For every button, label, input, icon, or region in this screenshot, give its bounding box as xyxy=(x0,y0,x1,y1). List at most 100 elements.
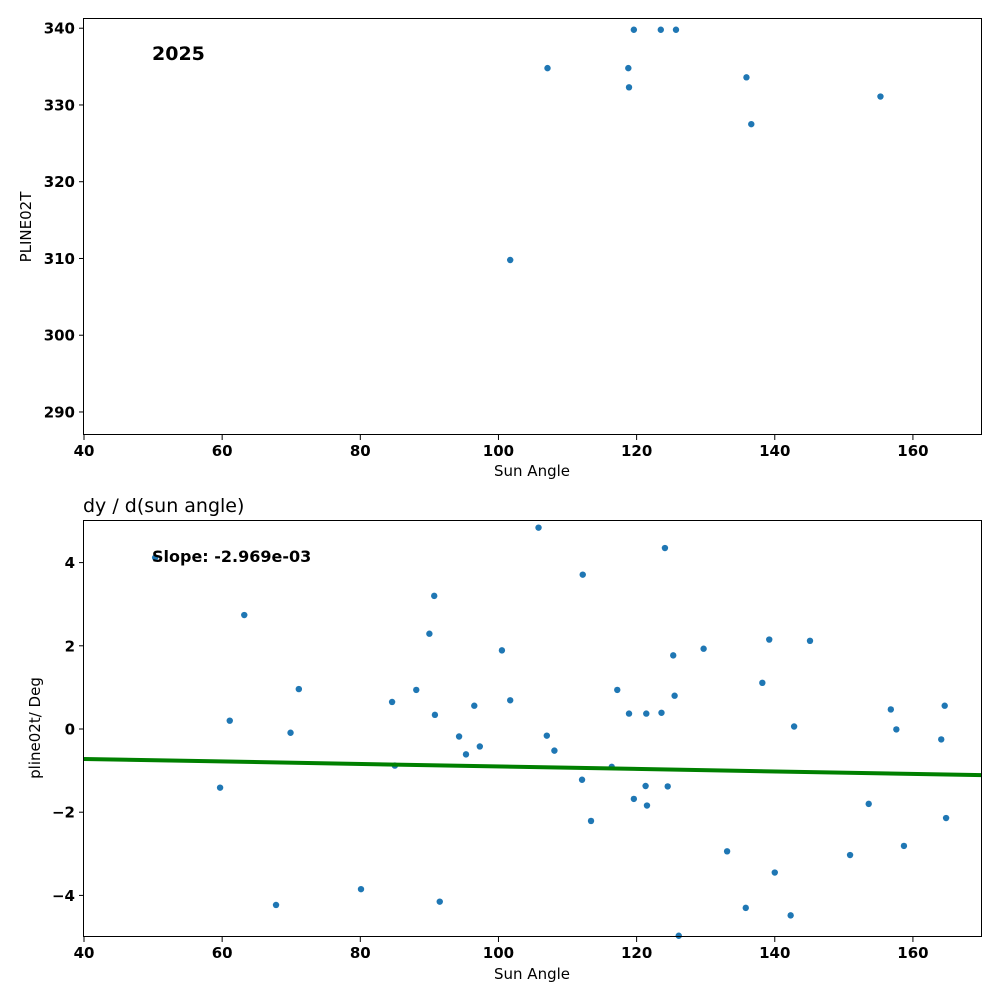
chart-1-frame xyxy=(83,18,982,435)
chart-2-point xyxy=(241,611,248,619)
chart-2-point xyxy=(865,800,872,808)
chart-1-point xyxy=(748,120,755,128)
chart-2-point xyxy=(942,814,950,822)
chart-2-y-tick-label: 2 xyxy=(65,637,75,655)
chart-2-point xyxy=(670,652,677,659)
chart-2-point xyxy=(675,932,682,939)
chart-2-point xyxy=(462,751,470,758)
chart-1-xlabel: Sun Angle xyxy=(494,462,570,480)
chart-2-point xyxy=(846,851,854,859)
chart-2-x-tick-label: 60 xyxy=(212,944,233,962)
chart-2-x-tick-label: 100 xyxy=(483,944,514,962)
chart-2-point xyxy=(938,736,945,743)
chart-2-points xyxy=(151,524,950,939)
chart-2-point xyxy=(614,686,621,694)
chart-2-point xyxy=(455,733,463,740)
chart-1-x-tick-label: 80 xyxy=(350,442,371,460)
chart-1-x-ticks: 40 60 80 100 120 140 160 xyxy=(74,435,929,460)
chart-2-title: dy / d(sun angle) xyxy=(83,495,244,517)
chart-2-point xyxy=(476,743,484,750)
chart-2-fit-line xyxy=(83,756,983,778)
chart-2-point xyxy=(625,710,633,717)
chart-1-ylabel: PLINE02T xyxy=(17,191,35,263)
chart-2-point xyxy=(766,636,773,643)
chart-2-point xyxy=(578,776,586,783)
chart-2-point xyxy=(742,904,749,912)
chart-1-point xyxy=(657,26,664,33)
chart-2: dy / d(sun angle) 40 60 80 100 120 140 160 −4−… xyxy=(26,495,983,983)
chart-1-point xyxy=(507,256,514,264)
chart-1-y-tick-label: 290 xyxy=(44,403,75,421)
chart-2-point xyxy=(507,697,514,704)
chart-2-point xyxy=(272,901,280,909)
chart-2-x-tick-label: 160 xyxy=(897,944,928,962)
chart-1-point xyxy=(672,26,680,33)
chart-1-x-tick-label: 100 xyxy=(483,442,514,460)
chart-2-point xyxy=(941,702,948,709)
chart-2-point xyxy=(587,817,595,825)
chart-1-y-tick-label: 310 xyxy=(44,250,75,268)
chart-1-y-tick-label: 320 xyxy=(44,173,75,191)
chart-2-point xyxy=(471,702,478,709)
chart-2-x-tick-label: 120 xyxy=(621,944,652,962)
chart-1-x-tick-label: 160 xyxy=(897,442,928,460)
chart-2-point xyxy=(893,726,900,733)
chart-2-y-tick-label: −4 xyxy=(52,887,75,905)
chart-1-x-tick-label: 60 xyxy=(212,442,233,460)
chart-2-point xyxy=(287,729,294,736)
chart-2-point xyxy=(498,647,506,654)
chart-2-point xyxy=(151,554,159,561)
chart-2-point xyxy=(431,592,438,600)
chart-2-point xyxy=(790,723,798,730)
chart-2-y-tick-label: −2 xyxy=(52,804,75,822)
chart-2-point xyxy=(643,710,650,717)
chart-2-point xyxy=(426,630,433,637)
chart-2-y-tick-label: 0 xyxy=(65,721,75,739)
chart-2-ylabel: pline02t/ Deg xyxy=(26,677,44,779)
chart-1-y-ticks: 290 300 310 320 330 340 xyxy=(44,20,84,421)
chart-2-point xyxy=(806,637,814,645)
chart-1-y-tick-label: 300 xyxy=(44,327,75,345)
chart-2-x-tick-label: 80 xyxy=(350,944,371,962)
chart-2-y-tick-label: 4 xyxy=(65,554,75,572)
chart-2-point xyxy=(643,802,651,809)
chart-2-point xyxy=(216,784,224,791)
chart-2-point xyxy=(357,885,365,893)
chart-2-point xyxy=(226,717,233,724)
chart-1-point xyxy=(743,74,750,81)
chart-2-point xyxy=(436,898,443,905)
chart-2-point xyxy=(700,645,707,652)
chart-2-point xyxy=(771,869,778,876)
chart-1-y-tick-label: 340 xyxy=(44,20,75,38)
chart-2-point xyxy=(887,706,895,713)
chart-2-point xyxy=(658,709,665,716)
chart-2-point xyxy=(579,571,586,578)
chart-2-point xyxy=(295,685,303,693)
chart-2-x-ticks: 40 60 80 100 120 140 160 xyxy=(74,937,929,962)
chart-2-point xyxy=(787,912,794,919)
chart-2-point xyxy=(900,842,908,850)
chart-2-x-tick-label: 40 xyxy=(74,944,95,962)
chart-1-point xyxy=(877,93,884,100)
chart-2-point xyxy=(723,848,731,855)
chart-2-xlabel: Sun Angle xyxy=(494,965,570,983)
chart-1-x-tick-label: 40 xyxy=(74,442,95,460)
chart-2-frame xyxy=(83,520,982,937)
chart-2-point xyxy=(630,795,638,803)
chart-2-point xyxy=(413,686,420,694)
chart-2-annotation: Slope: -2.969e-03 xyxy=(152,547,311,566)
chart-2-point xyxy=(388,698,396,706)
chart-2-point xyxy=(543,732,551,739)
chart-1-x-tick-label: 140 xyxy=(759,442,790,460)
chart-2-point xyxy=(661,544,669,552)
chart-2-point xyxy=(535,524,542,531)
chart-2-point xyxy=(664,783,671,790)
chart-1-point xyxy=(630,26,638,33)
chart-1-points xyxy=(507,26,884,264)
chart-2-point xyxy=(642,782,649,790)
chart-2-point xyxy=(671,692,678,699)
chart-2-point xyxy=(759,679,766,687)
chart-2-point xyxy=(431,711,439,719)
chart-2-point xyxy=(551,747,558,754)
